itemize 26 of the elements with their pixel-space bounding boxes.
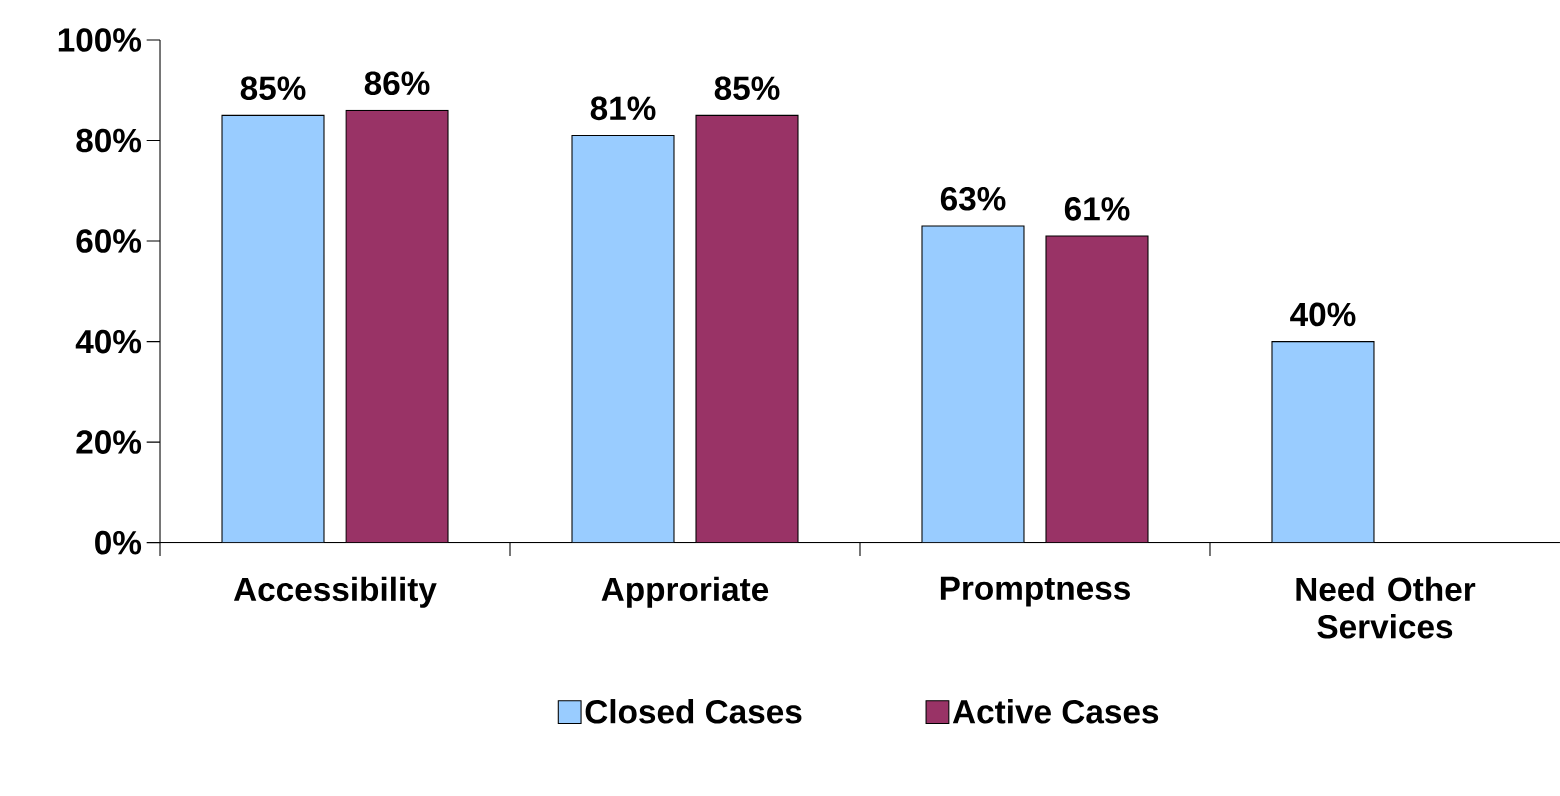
x-tick-label: Need Other Services	[1296, 576, 1476, 639]
y-tick-label: 100%	[58, 28, 142, 52]
bar	[572, 135, 674, 543]
y-tick-label: 20%	[76, 430, 142, 454]
data-label: 61%	[1064, 197, 1130, 221]
data-label: 63%	[940, 186, 1006, 211]
legend-label: Closed Cases	[585, 699, 802, 724]
y-tick-label: 60%	[76, 229, 142, 253]
bar	[222, 115, 325, 543]
bar	[346, 110, 449, 543]
legend-label: Active Cases	[952, 699, 1159, 724]
bar	[1045, 235, 1149, 543]
data-label: 40%	[1290, 302, 1356, 327]
data-label: 81%	[590, 96, 656, 121]
data-label: 86%	[364, 71, 430, 95]
y-tick-label: 0%	[95, 530, 142, 555]
x-tick-label: Approriate	[601, 576, 769, 608]
bar	[696, 115, 798, 543]
x-tick-label: Promptness	[940, 576, 1130, 607]
bar	[1271, 341, 1375, 543]
y-tick-label: 80%	[76, 128, 142, 153]
x-tick-label: Accessibility	[233, 576, 437, 608]
y-tick-label: 40%	[75, 329, 142, 354]
data-label: 85%	[240, 76, 306, 101]
bar	[921, 225, 1024, 543]
data-label: 85%	[714, 76, 780, 101]
